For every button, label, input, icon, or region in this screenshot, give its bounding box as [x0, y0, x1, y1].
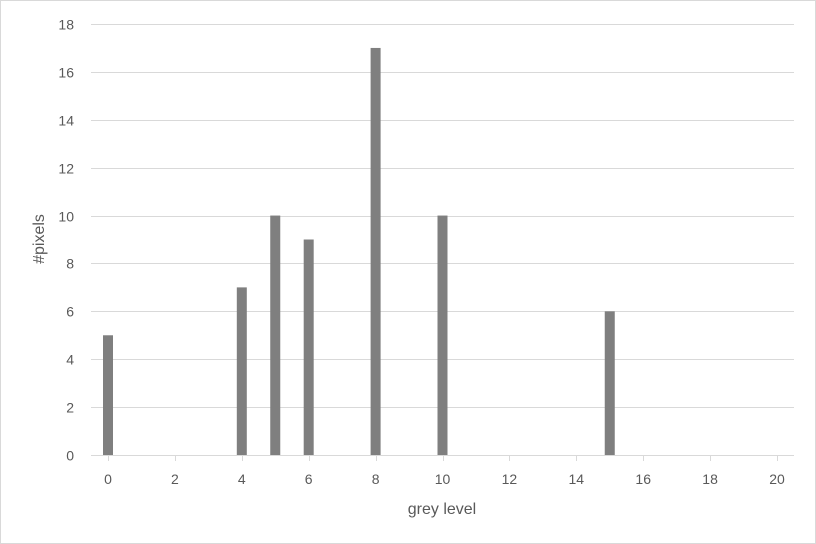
x-tick-label: 12 — [502, 471, 518, 487]
bars — [103, 47, 615, 455]
bar-grey-level-6 — [303, 239, 314, 455]
x-tick-label: 10 — [435, 471, 451, 487]
x-axis-ticks: 0 2 4 6 8 10 12 14 16 18 20 — [104, 455, 785, 487]
bar-grey-level-15 — [604, 311, 615, 455]
y-tick-label: 4 — [66, 352, 74, 368]
x-axis-title: grey level — [408, 501, 476, 518]
y-tick-label: 12 — [58, 161, 74, 177]
y-tick-label: 18 — [58, 17, 74, 33]
x-tick-label: 18 — [702, 471, 718, 487]
x-tick-label: 4 — [238, 471, 246, 487]
bar-grey-level-4 — [236, 287, 247, 455]
y-tick-label: 16 — [58, 65, 74, 81]
x-tick-label: 8 — [372, 471, 380, 487]
x-tick-label: 20 — [769, 471, 785, 487]
y-tick-label: 0 — [66, 448, 74, 464]
y-axis-title: #pixels — [31, 214, 48, 264]
bar-grey-level-5 — [270, 215, 281, 455]
y-axis-ticks: 0 2 4 6 8 10 12 14 16 18 — [58, 17, 74, 464]
y-tick-label: 6 — [66, 304, 74, 320]
y-tick-label: 2 — [66, 400, 74, 416]
x-tick-label: 0 — [104, 471, 112, 487]
bar-grey-level-0 — [103, 335, 113, 455]
bar-grey-level-8 — [370, 47, 381, 455]
x-tick-label: 2 — [171, 471, 179, 487]
x-tick-label: 6 — [305, 471, 313, 487]
x-tick-label: 16 — [635, 471, 651, 487]
y-tick-label: 8 — [66, 256, 74, 272]
bar-grey-level-10 — [437, 215, 448, 455]
y-tick-label: 10 — [58, 209, 74, 225]
y-tick-label: 14 — [58, 113, 74, 129]
x-tick-label: 14 — [569, 471, 585, 487]
gridlines — [91, 24, 794, 456]
